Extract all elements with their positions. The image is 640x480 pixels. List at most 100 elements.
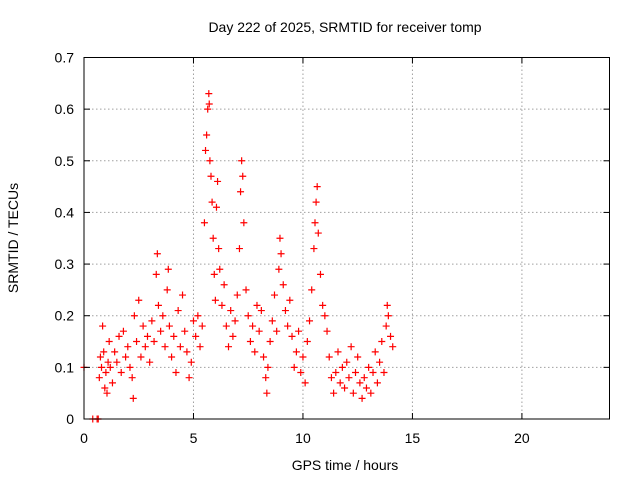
data-point — [354, 353, 362, 361]
data-point — [105, 338, 113, 346]
data-point — [276, 234, 284, 242]
data-point — [165, 322, 173, 330]
data-point — [330, 389, 338, 397]
data-point — [284, 322, 292, 330]
data-point — [106, 363, 114, 371]
data-point — [172, 369, 180, 377]
data-point — [117, 369, 125, 377]
y-axis-title: SRMTID / TECUs — [5, 183, 21, 293]
data-point — [220, 281, 228, 289]
data-point — [205, 90, 213, 98]
data-point — [345, 374, 353, 382]
data-point — [327, 374, 335, 382]
data-point — [316, 270, 324, 278]
data-point — [314, 229, 322, 237]
data-point — [251, 348, 259, 356]
data-point — [235, 245, 243, 253]
data-point — [108, 379, 116, 387]
data-point — [139, 322, 147, 330]
data-point — [249, 322, 257, 330]
tick-labels: 0 0.1 0.2 0.3 0.4 0.5 0.6 0.7 0 5 10 15 20 — [55, 50, 530, 447]
data-point — [297, 369, 305, 377]
data-point — [150, 338, 158, 346]
data-point — [347, 343, 355, 351]
data-point — [240, 219, 248, 227]
data-point — [208, 198, 216, 206]
data-point — [200, 219, 208, 227]
data-point — [204, 105, 212, 113]
data-point — [124, 343, 132, 351]
data-point — [214, 177, 222, 185]
data-point — [290, 363, 298, 371]
data-point — [231, 317, 239, 325]
data-point — [95, 374, 103, 382]
data-point — [163, 286, 171, 294]
plot-frame — [83, 57, 610, 420]
data-point — [192, 332, 200, 340]
data-point — [159, 312, 167, 320]
data-point — [233, 291, 241, 299]
data-point — [102, 369, 110, 377]
data-point — [382, 322, 390, 330]
y-tick-label: 0.2 — [55, 308, 75, 324]
data-point — [360, 374, 368, 382]
data-point — [373, 379, 381, 387]
data-point — [376, 358, 384, 366]
x-tick-label: 5 — [190, 430, 198, 446]
data-point — [128, 374, 136, 382]
data-point — [99, 322, 107, 330]
data-point — [130, 312, 138, 320]
data-point — [187, 358, 195, 366]
data-point — [181, 327, 189, 335]
data-point — [371, 348, 379, 356]
data-point — [98, 363, 106, 371]
data-point — [174, 307, 182, 315]
data-point — [212, 203, 220, 211]
x-tick-label: 20 — [514, 430, 530, 446]
data-point — [189, 317, 197, 325]
data-point — [225, 343, 233, 351]
data-point — [383, 301, 391, 309]
data-point — [113, 358, 121, 366]
x-tick-label: 0 — [80, 430, 88, 446]
data-point — [308, 286, 316, 294]
data-point — [101, 384, 109, 392]
data-point — [389, 343, 397, 351]
data-point — [122, 353, 130, 361]
ticks — [83, 57, 610, 420]
data-point — [115, 332, 123, 340]
data-point — [384, 312, 392, 320]
data-point — [336, 379, 344, 387]
data-point — [206, 157, 214, 165]
data-point — [209, 234, 217, 242]
data-point — [332, 369, 340, 377]
y-tick-label: 0.6 — [55, 101, 75, 117]
data-point — [301, 379, 309, 387]
data-point — [239, 172, 247, 180]
data-point — [100, 348, 108, 356]
data-point — [338, 363, 346, 371]
y-tick-label: 0 — [66, 411, 74, 427]
data-point — [352, 369, 360, 377]
data-point — [319, 301, 327, 309]
x-tick-label: 10 — [295, 430, 311, 446]
data-point — [343, 358, 351, 366]
data-point — [215, 245, 223, 253]
y-tick-label: 0.4 — [55, 204, 75, 220]
data-point — [96, 353, 104, 361]
data-point — [153, 250, 161, 258]
data-point — [266, 338, 274, 346]
y-tick-label: 0.1 — [55, 359, 75, 375]
data-point — [321, 312, 329, 320]
data-point — [103, 389, 111, 397]
data-point — [349, 389, 357, 397]
data-point — [176, 343, 184, 351]
data-point — [380, 369, 388, 377]
data-points — [80, 90, 397, 423]
data-point — [334, 348, 342, 356]
data-point — [216, 265, 224, 273]
data-point — [311, 219, 319, 227]
data-point — [207, 172, 215, 180]
data-point — [146, 358, 154, 366]
